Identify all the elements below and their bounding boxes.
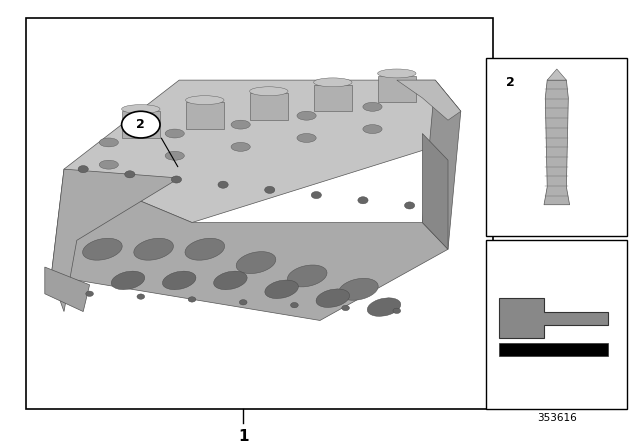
Circle shape: [125, 171, 135, 178]
Ellipse shape: [236, 252, 276, 274]
Ellipse shape: [165, 151, 184, 160]
Ellipse shape: [314, 78, 352, 87]
Polygon shape: [499, 298, 608, 338]
Ellipse shape: [316, 289, 349, 307]
Circle shape: [172, 176, 182, 183]
Bar: [486, 240, 627, 409]
Ellipse shape: [250, 87, 288, 96]
Ellipse shape: [83, 238, 122, 260]
Bar: [186, 102, 224, 129]
Polygon shape: [397, 80, 461, 120]
Ellipse shape: [185, 238, 225, 260]
Circle shape: [404, 202, 415, 209]
Polygon shape: [422, 134, 448, 249]
Polygon shape: [51, 169, 448, 320]
Ellipse shape: [99, 160, 118, 169]
Bar: [486, 58, 627, 236]
Ellipse shape: [122, 104, 160, 113]
Circle shape: [393, 308, 401, 314]
Circle shape: [218, 181, 228, 188]
Text: 2: 2: [136, 118, 145, 131]
Circle shape: [188, 297, 196, 302]
Polygon shape: [64, 80, 461, 223]
Ellipse shape: [99, 138, 118, 147]
Circle shape: [78, 166, 88, 172]
Ellipse shape: [297, 134, 316, 142]
Bar: [122, 111, 160, 138]
Ellipse shape: [231, 142, 250, 151]
Circle shape: [358, 197, 368, 204]
Circle shape: [264, 186, 275, 194]
Ellipse shape: [165, 129, 184, 138]
Bar: [26, 18, 493, 409]
Circle shape: [122, 111, 160, 138]
Ellipse shape: [287, 265, 327, 287]
Ellipse shape: [214, 271, 247, 290]
Text: 353616: 353616: [537, 413, 577, 423]
Polygon shape: [422, 80, 461, 249]
Ellipse shape: [231, 120, 250, 129]
Polygon shape: [547, 69, 566, 80]
Ellipse shape: [134, 238, 173, 260]
Ellipse shape: [367, 298, 401, 316]
Ellipse shape: [378, 69, 416, 78]
Polygon shape: [51, 169, 179, 311]
Ellipse shape: [297, 111, 316, 120]
Ellipse shape: [363, 125, 382, 134]
Ellipse shape: [163, 271, 196, 290]
Circle shape: [291, 302, 298, 308]
Bar: [378, 76, 416, 102]
Circle shape: [311, 191, 321, 198]
Polygon shape: [544, 80, 570, 205]
Ellipse shape: [265, 280, 298, 298]
Bar: [314, 85, 352, 111]
Bar: [499, 343, 608, 356]
Circle shape: [342, 306, 349, 310]
Circle shape: [86, 291, 93, 297]
Ellipse shape: [111, 271, 145, 290]
Ellipse shape: [186, 96, 224, 104]
Text: 2: 2: [506, 76, 515, 89]
Bar: [250, 94, 288, 120]
Ellipse shape: [363, 102, 382, 111]
Circle shape: [137, 294, 145, 299]
Ellipse shape: [339, 278, 378, 300]
Circle shape: [239, 300, 247, 305]
Text: 1: 1: [238, 430, 248, 444]
Polygon shape: [45, 267, 90, 311]
